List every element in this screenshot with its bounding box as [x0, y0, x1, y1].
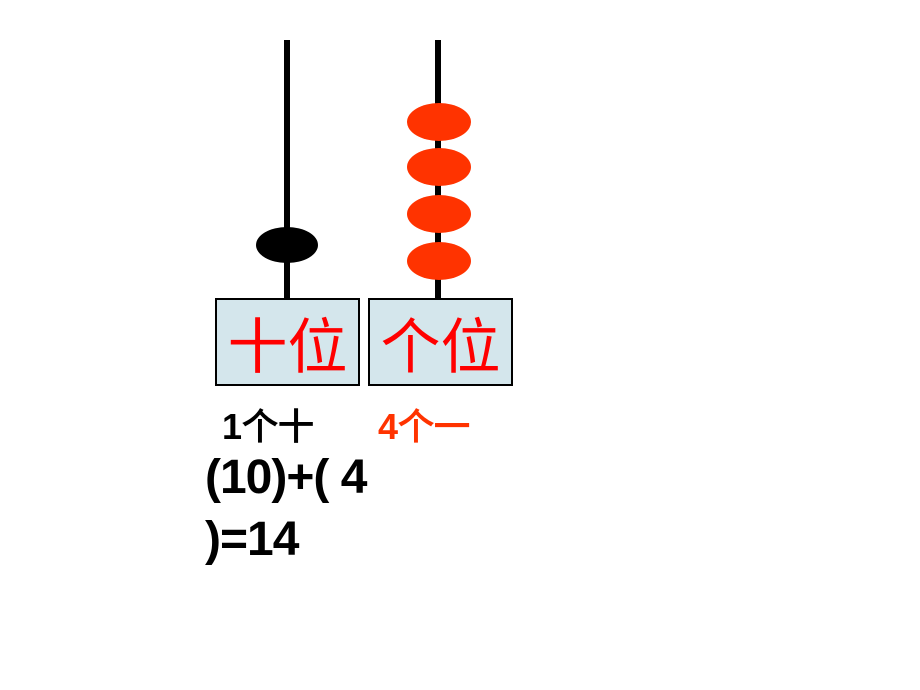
tens-bead-1: [256, 227, 318, 263]
equation-line-1: (10)+( 4: [205, 450, 366, 505]
ones-bead-4: [407, 242, 471, 280]
ones-label-box: 个位: [368, 298, 513, 386]
ones-bead-1: [407, 103, 471, 141]
tens-description: 1个十: [222, 398, 314, 450]
ones-label: 个位: [381, 299, 501, 386]
ones-bead-3: [407, 195, 471, 233]
tens-label-box: 十位: [215, 298, 360, 386]
equation-line-2: )=14: [205, 512, 298, 567]
ones-description: 4个一: [378, 398, 470, 450]
ones-bead-2: [407, 148, 471, 186]
tens-label: 十位: [228, 299, 348, 386]
